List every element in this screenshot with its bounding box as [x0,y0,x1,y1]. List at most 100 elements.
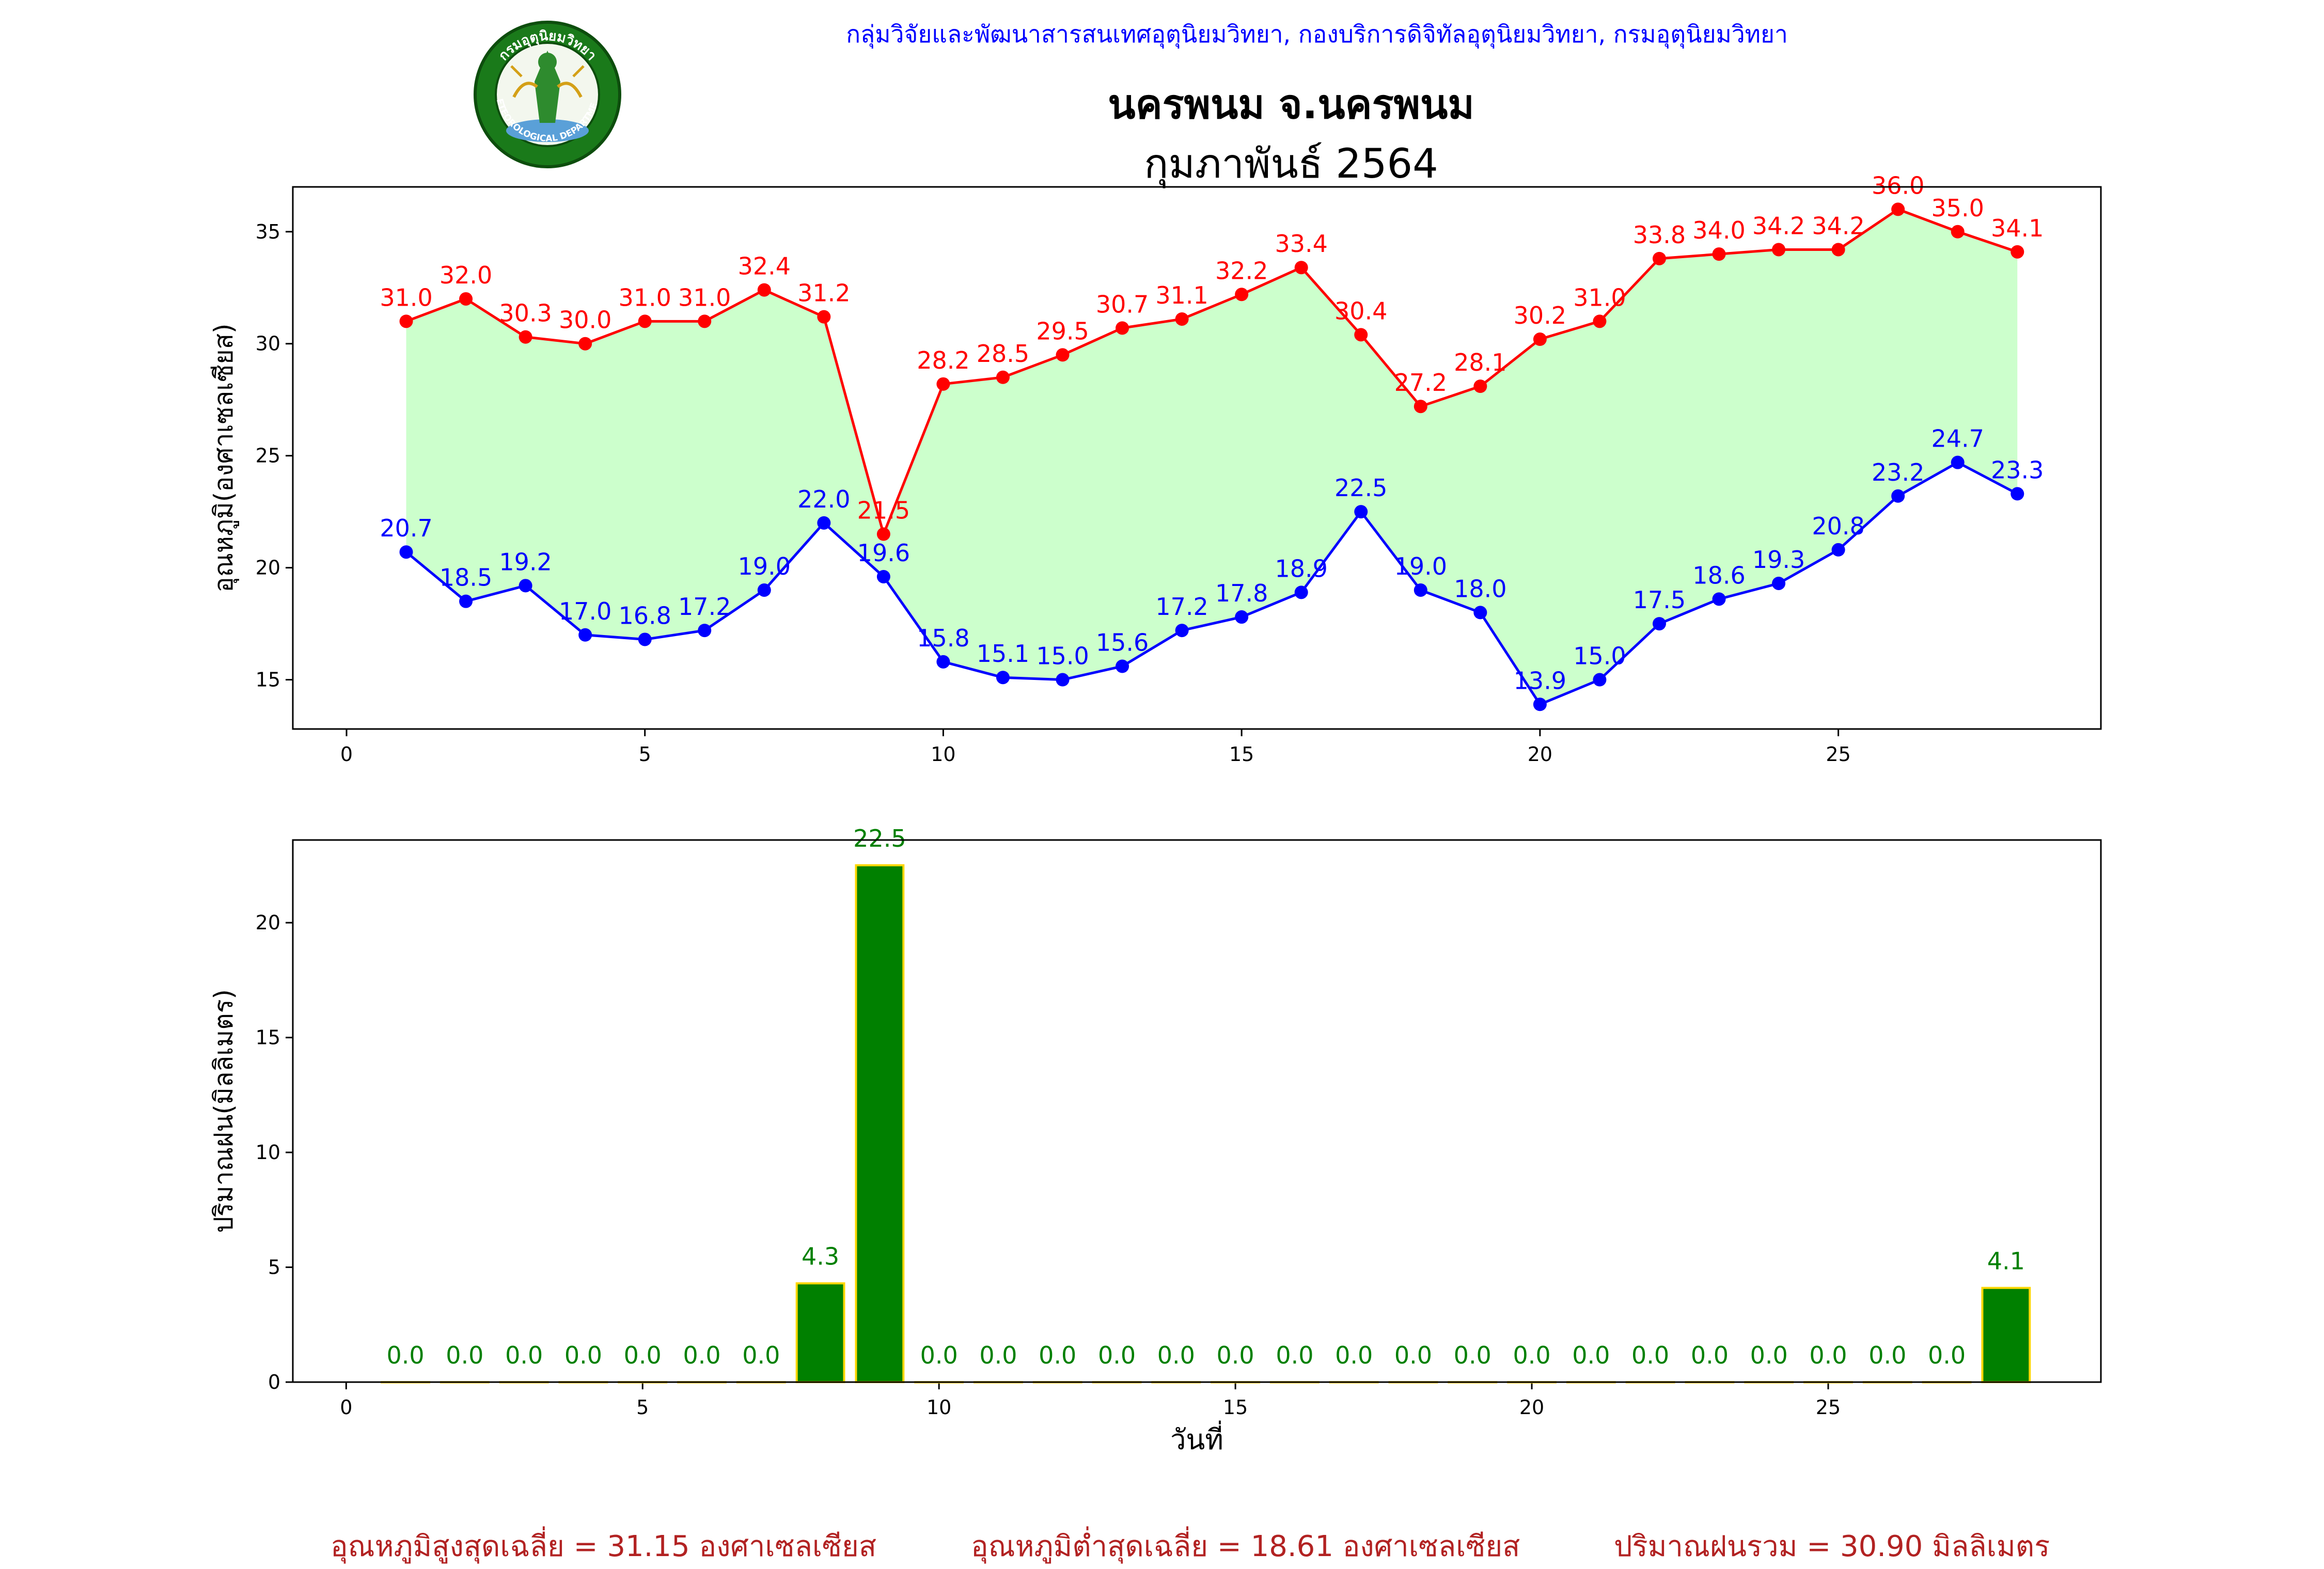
rain-xtick-label: 0 [340,1396,352,1419]
rain-data-label: 0.0 [742,1341,780,1369]
rain-data-label: 0.0 [1928,1341,1966,1369]
temp-min-data-label: 18.5 [439,564,492,592]
summary-avg-min: อุณหภูมิต่ำสุดเฉลี่ย = 18.61 องศาเซลเซีย… [971,1530,1520,1563]
temp-max-data-label: 36.0 [1872,171,1924,199]
temp-xtick-label: 20 [1528,743,1552,766]
temp-min-data-label: 15.1 [977,640,1029,668]
temp-plot-frame [292,186,2102,730]
temp-min-data-label: 15.8 [917,624,969,652]
temp-min-point [1175,624,1189,638]
temp-max-point [1831,243,1845,257]
temp-min-point [1235,610,1249,624]
rain-data-label: 0.0 [1572,1341,1610,1369]
temp-min-point [1116,659,1129,673]
temp-max-data-label: 32.0 [439,261,492,289]
rain-data-label: 0.0 [1691,1341,1729,1369]
temp-max-data-label: 31.0 [380,283,432,311]
temp-min-data-label: 17.8 [1215,579,1268,607]
temp-max-data-label: 35.0 [1931,194,1984,222]
temp-min-data-label: 18.9 [1275,554,1327,582]
temp-max-point [459,292,473,306]
temp-xtick-label: 10 [931,743,955,766]
temp-min-data-label: 20.8 [1812,512,1864,540]
temp-max-point [1951,225,1965,239]
temp-max-data-label: 27.2 [1394,369,1447,397]
temp-max-data-label: 31.1 [1155,281,1208,309]
temp-min-data-label: 17.5 [1633,586,1686,614]
rain-data-label: 0.0 [1394,1341,1432,1369]
temp-max-data-label: 30.2 [1514,302,1566,329]
temp-min-data-label: 19.0 [1394,552,1447,580]
summary-avg-max: อุณหภูมิสูงสุดเฉลี่ย = 31.15 องศาเซลเซีย… [331,1530,877,1563]
rain-ytick-label: 15 [256,1026,280,1049]
temp-max-data-label: 30.4 [1334,297,1387,325]
rain-ytick-label: 20 [256,911,280,934]
temp-min-data-label: 19.2 [499,548,552,576]
temp-min-data-label: 18.0 [1454,575,1506,603]
rain-data-label: 0.0 [920,1341,958,1369]
temp-min-point [1712,592,1726,606]
temp-max-point [1593,314,1607,328]
temp-min-point [996,671,1010,685]
temp-min-point [1593,673,1607,687]
temp-min-data-label: 15.0 [1036,642,1089,670]
temp-min-point [1891,489,1905,503]
rain-data-label: 0.0 [1098,1341,1136,1369]
temp-max-data-label: 33.8 [1633,221,1686,249]
temp-min-data-label: 17.0 [559,597,611,625]
temp-min-data-label: 17.2 [678,593,731,621]
temp-min-point [757,583,771,597]
temp-max-data-label: 28.5 [977,340,1029,368]
temp-min-point [1414,583,1427,597]
temp-max-data-label: 30.7 [1096,290,1149,318]
rain-data-label: 4.3 [802,1243,839,1271]
temp-min-data-label: 22.0 [797,485,850,513]
meteorological-department-logo: กรมอุตุนิยมวิทยา METEOROLOGICAL DEPARTME… [468,12,622,169]
rain-data-label: 0.0 [1217,1341,1254,1369]
rain-data-label: 0.0 [387,1341,425,1369]
temp-max-point [1294,261,1308,275]
temp-max-data-label: 31.2 [797,279,850,307]
temp-max-data-label: 31.0 [619,283,671,311]
temp-max-data-label: 32.2 [1215,257,1268,284]
temp-min-point [1473,606,1487,620]
meteorological-department-seal-icon: กรมอุตุนิยมวิทยา METEOROLOGICAL DEPARTME… [468,12,621,168]
temp-min-point [1533,698,1547,711]
temp-max-point [936,377,950,391]
temp-max-data-label: 32.4 [738,252,791,280]
rain-data-label: 0.0 [1276,1341,1313,1369]
rain-xtick-label: 20 [1519,1396,1544,1419]
temp-xtick-label: 15 [1229,743,1254,766]
temp-max-data-label: 31.0 [678,283,731,311]
temp-fill-area [406,209,2018,705]
rain-data-label: 0.0 [683,1341,720,1369]
temp-max-data-label: 34.1 [1991,214,2044,242]
temp-min-point [817,516,831,530]
temp-min-point [459,594,473,608]
summary-total-rain: ปริมาณฝนรวม = 30.90 มิลลิเมตร [1614,1530,2050,1563]
temp-max-point [1473,379,1487,393]
temp-min-point [936,655,950,669]
temp-max-data-label: 34.0 [1692,216,1745,244]
temp-max-point [1235,288,1249,302]
temp-min-point [1652,617,1666,631]
temp-min-point [1354,505,1368,519]
temp-max-point [578,337,592,351]
temp-max-data-label: 30.0 [559,306,611,334]
temp-min-data-label: 19.6 [857,539,910,567]
temp-min-point [1831,543,1845,557]
temp-max-data-label: 33.4 [1275,230,1327,258]
temp-min-line [405,461,2018,706]
temp-max-point [876,527,890,541]
temp-min-point [698,624,712,638]
rain-bar [795,1282,845,1384]
temp-min-point [1772,576,1786,590]
temp-ytick-label: 15 [256,669,280,691]
temp-max-data-label: 28.2 [917,346,969,374]
temp-min-data-label: 23.2 [1872,458,1924,486]
rain-xtick-label: 25 [1816,1396,1841,1419]
temp-max-line [405,208,2018,538]
temp-max-point [1056,348,1070,362]
rain-xtick-label: 5 [636,1396,649,1419]
